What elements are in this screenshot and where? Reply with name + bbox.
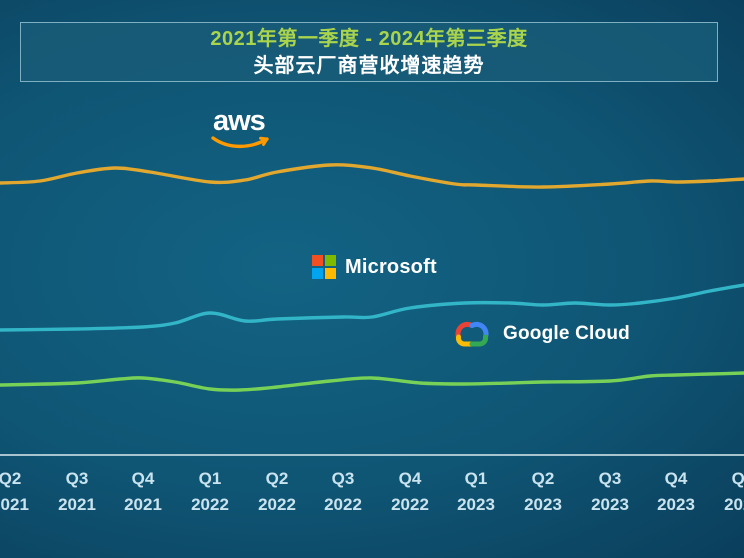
x-tick-q3-2022: Q3 2022 [324, 466, 362, 518]
google-cloud-logo-text: Google Cloud [503, 322, 630, 344]
title-box: 2021年第一季度 - 2024年第三季度 头部云厂商营收增速趋势 [20, 22, 718, 82]
year-label: 2023 [457, 495, 495, 514]
quarter-label: Q4 [131, 469, 155, 488]
microsoft-logo-text: Microsoft [345, 255, 437, 278]
x-tick-q2-2023: Q2 2023 [524, 466, 562, 518]
year-label: 2023 [591, 495, 629, 514]
x-tick-q3-2023: Q3 2023 [591, 466, 629, 518]
ms-square-blue [312, 268, 323, 279]
quarter-label: Q4 [664, 469, 688, 488]
x-tick-q1-2023: Q1 2023 [457, 466, 495, 518]
year-label: 2023 [657, 495, 695, 514]
aws-smile-icon [211, 136, 269, 149]
year-label: 2021 [0, 495, 29, 514]
aws-logo-text: aws [213, 105, 266, 137]
year-label: 2021 [124, 495, 162, 514]
x-tick-q3-2021: Q3 2021 [58, 466, 96, 518]
quarter-label: Q1 [198, 469, 222, 488]
aws-line [0, 163, 744, 189]
year-label: 2022 [191, 495, 229, 514]
x-tick-q2-2022: Q2 2022 [258, 466, 296, 518]
title-period: 2021年第一季度 - 2024年第三季度 [210, 27, 528, 50]
microsoft-logo: Microsoft [312, 255, 437, 279]
x-tick-q1-2024: Q1 2024 [724, 466, 744, 518]
ms-square-yellow [325, 268, 336, 279]
year-label: 2022 [391, 495, 429, 514]
aws-logo: aws [210, 106, 274, 154]
quarter-label: Q2 [531, 469, 555, 488]
year-label: 2021 [58, 495, 96, 514]
quarter-label: Q2 [0, 469, 22, 488]
quarter-label: Q1 [464, 469, 488, 488]
x-tick-q4-2023: Q4 2023 [657, 466, 695, 518]
page-title: 头部云厂商营收增速趋势 [253, 54, 485, 77]
microsoft-squares-icon [312, 255, 336, 279]
x-tick-q1-2022: Q1 2022 [191, 466, 229, 518]
quarter-label: Q3 [331, 469, 355, 488]
google-cloud-icon [455, 321, 489, 347]
quarter-label: Q4 [398, 469, 422, 488]
year-label: 2022 [324, 495, 362, 514]
google-cloud-logo: Google Cloud [452, 317, 630, 350]
microsoft-line [0, 283, 744, 332]
x-tick-q4-2021: Q4 2021 [124, 466, 162, 518]
quarter-label: Q3 [65, 469, 89, 488]
x-tick-q4-2022: Q4 2022 [391, 466, 429, 518]
year-label: 2023 [524, 495, 562, 514]
ms-square-red [312, 255, 323, 266]
x-tick-q2-2021: Q2 2021 [0, 466, 29, 518]
year-label: 2022 [258, 495, 296, 514]
quarter-label: Q2 [265, 469, 289, 488]
google-cloud-line [0, 371, 744, 392]
ms-square-green [325, 255, 336, 266]
quarter-label: Q3 [598, 469, 622, 488]
x-axis-labels: Q2 2021 Q3 2021 Q4 2021 Q1 2022 Q2 2022 Q3 2022 Q4 20… [0, 466, 744, 536]
year-label: 2024 [724, 495, 744, 514]
quarter-label: Q1 [731, 469, 744, 488]
